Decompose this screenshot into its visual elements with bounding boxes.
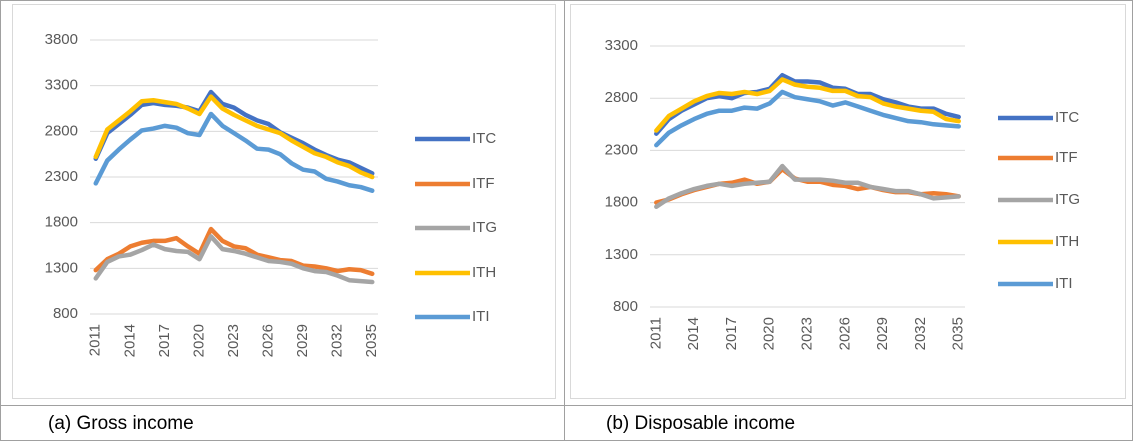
x-tick-label: 2029 — [874, 317, 891, 350]
series-line — [93, 234, 375, 285]
y-tick-label: 1800 — [605, 194, 638, 211]
legend-label: ITH — [1055, 233, 1079, 250]
series-line — [654, 77, 961, 133]
x-tick-label: 2026 — [836, 317, 853, 350]
y-tick-label: 2800 — [45, 122, 78, 139]
x-tick-label: 2035 — [363, 324, 380, 357]
series-line — [654, 163, 961, 210]
x-tick-label: 2029 — [294, 324, 311, 357]
y-tick-label: 3300 — [605, 37, 638, 54]
y-tick-label: 2800 — [605, 89, 638, 106]
x-tick-label: 2020 — [190, 324, 207, 357]
x-tick-label: 2011 — [647, 317, 664, 349]
y-tick-label: 2300 — [45, 168, 78, 185]
y-tick-label: 3300 — [45, 77, 78, 94]
x-tick-label: 2035 — [950, 317, 967, 350]
series-line — [93, 226, 375, 277]
legend-label: ITI — [1055, 275, 1073, 292]
y-tick-label: 1300 — [605, 246, 638, 263]
legend-label: ITI — [472, 308, 490, 325]
legend-label: ITC — [472, 130, 496, 147]
y-tick-label: 1800 — [45, 214, 78, 231]
caption: (b) Disposable income — [606, 413, 795, 434]
series-line — [93, 111, 375, 193]
chart-frame — [12, 4, 556, 399]
x-tick-label: 2014 — [685, 317, 702, 350]
x-tick-label: 2020 — [761, 317, 778, 350]
legend-label: ITF — [1055, 149, 1078, 166]
x-tick-label: 2014 — [121, 324, 138, 357]
x-tick-label: 2023 — [225, 324, 242, 357]
x-tick-label: 2032 — [912, 317, 929, 350]
legend-label: ITH — [472, 264, 496, 281]
x-tick-label: 2011 — [87, 324, 104, 356]
x-tick-label: 2017 — [156, 324, 173, 357]
legend-label: ITF — [472, 175, 495, 192]
legend-label: ITC — [1055, 109, 1079, 126]
x-tick-label: 2017 — [723, 317, 740, 350]
legend-label: ITG — [1055, 191, 1080, 208]
y-tick-label: 2300 — [605, 141, 638, 158]
series-line — [93, 94, 375, 180]
x-tick-label: 2023 — [798, 317, 815, 350]
legend-label: ITG — [472, 219, 497, 236]
x-tick-label: 2032 — [329, 324, 346, 357]
y-tick-label: 1300 — [45, 259, 78, 276]
caption: (a) Gross income — [48, 413, 194, 434]
x-tick-label: 2026 — [260, 324, 277, 357]
y-tick-label: 800 — [53, 305, 78, 322]
y-tick-label: 800 — [613, 298, 638, 315]
series-line — [654, 89, 961, 148]
y-tick-label: 3800 — [45, 31, 78, 48]
